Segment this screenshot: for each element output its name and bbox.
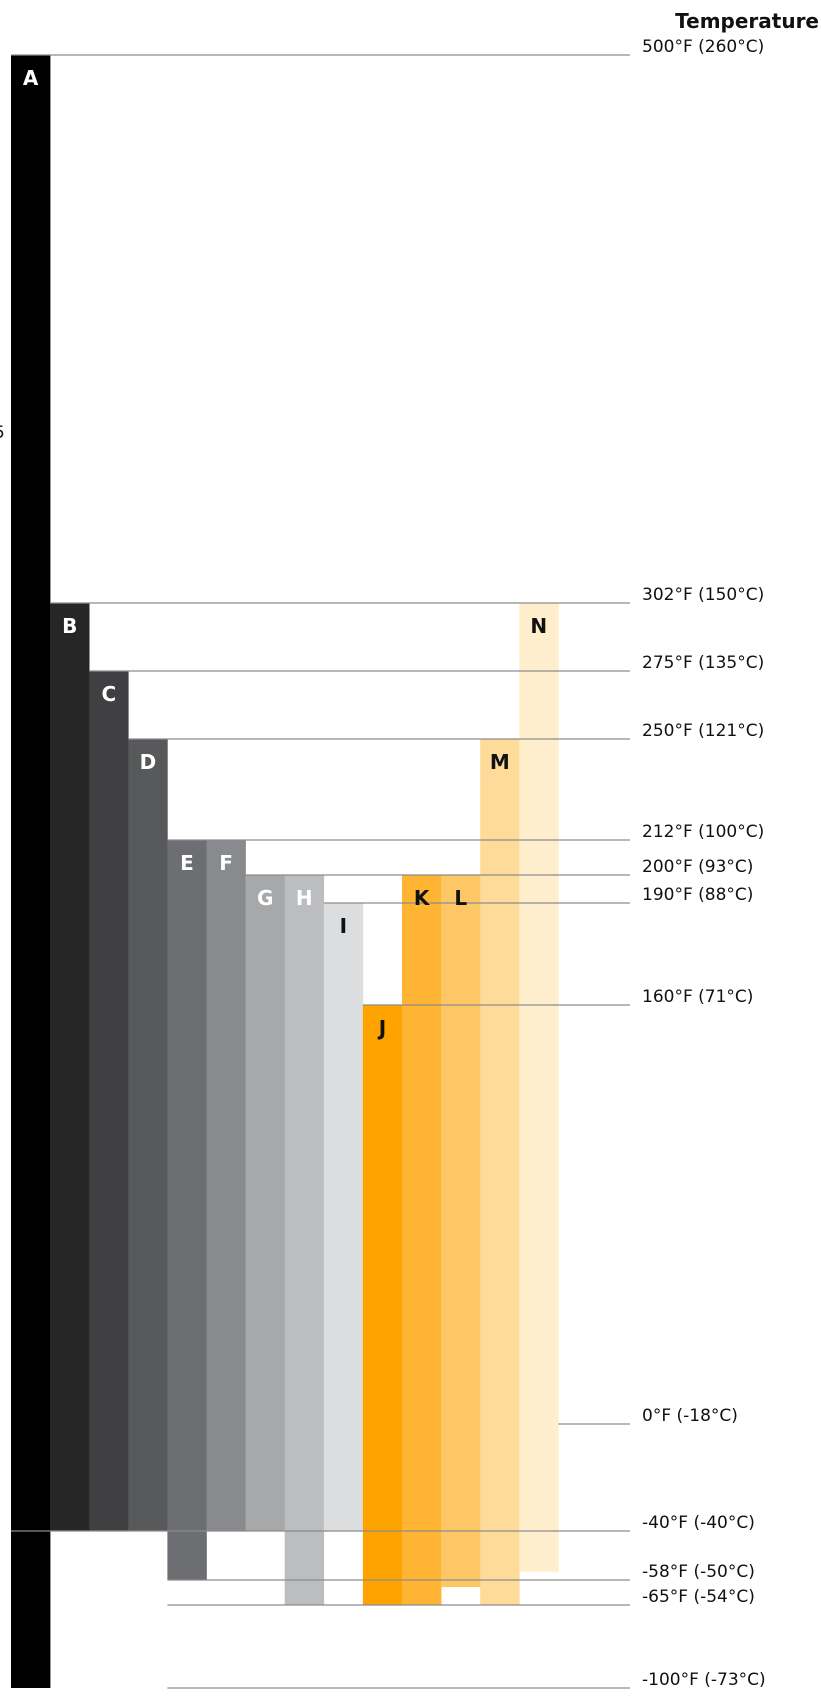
gridlines-layer (11, 54, 630, 1689)
tick-label: 275°F (135°C) (642, 653, 764, 673)
bar-label-g: G (257, 886, 273, 910)
bar-g (245, 875, 285, 1531)
bar-label-c: C (101, 682, 116, 706)
tick-label: 250°F (121°C) (642, 721, 764, 741)
bar-label-h: H (296, 886, 313, 910)
bar-l (441, 875, 481, 1588)
tick-label: 0°F (-18°C) (642, 1406, 738, 1426)
bar-m (480, 739, 520, 1605)
bar-h (284, 875, 325, 1605)
bar-label-i: I (340, 914, 347, 938)
bar-label-n: N (530, 614, 547, 638)
bar-label-e: E (180, 851, 194, 875)
tick-label: -40°F (-40°C) (642, 1513, 755, 1533)
bar-labels-layer: A B C D E FG H I J K L M N (23, 66, 547, 1040)
tick-labels-layer: 500°F (260°C) 302°F (150°C) 275°F (135°C) 2… (642, 37, 766, 1690)
tick-label: -58°F (-50°C) (642, 1562, 755, 1582)
bar-d (128, 739, 168, 1531)
bar-label-f: F (219, 851, 233, 875)
tick-label: -100°F (-73°C) (642, 1670, 766, 1690)
bar-f (206, 840, 246, 1531)
bar-label-m: M (490, 750, 510, 774)
bar-label-l: L (454, 886, 467, 910)
bar-b (50, 603, 90, 1531)
tick-label: 190°F (88°C) (642, 885, 753, 905)
bar-c (89, 671, 129, 1531)
tick-label: 160°F (71°C) (642, 987, 753, 1007)
edge-label: 5 (0, 423, 5, 443)
bar-label-k: K (414, 886, 431, 910)
bar-a (11, 55, 51, 1688)
tick-label: 200°F (93°C) (642, 857, 753, 877)
bar-label-j: J (377, 1016, 386, 1040)
bar-n (519, 603, 559, 1572)
bar-i (323, 903, 364, 1531)
tick-label: 500°F (260°C) (642, 37, 764, 57)
bar-e (167, 840, 207, 1580)
tick-label: -65°F (-54°C) (642, 1587, 755, 1607)
bars-layer (11, 55, 559, 1688)
bar-j (362, 1005, 403, 1605)
tick-label: 302°F (150°C) (642, 585, 764, 605)
bar-k (402, 875, 442, 1605)
axis-title: Temperature (675, 9, 819, 33)
bar-label-b: B (62, 614, 77, 638)
tick-label: 212°F (100°C) (642, 822, 764, 842)
bar-label-d: D (140, 750, 157, 774)
bar-label-a: A (23, 66, 39, 90)
